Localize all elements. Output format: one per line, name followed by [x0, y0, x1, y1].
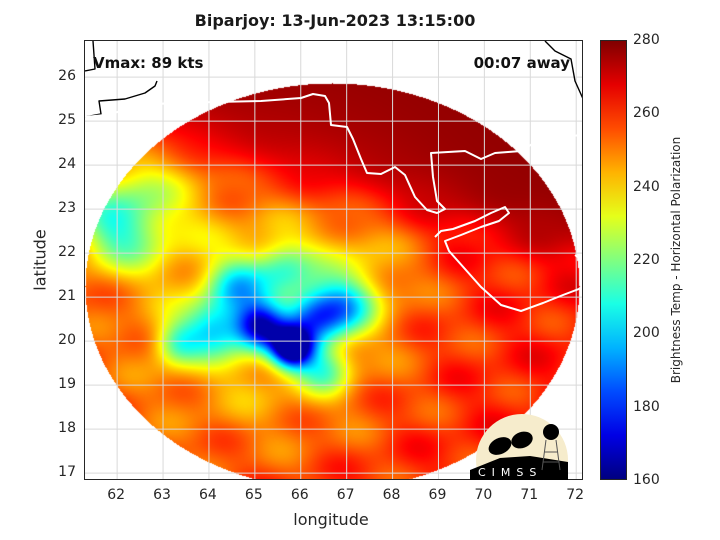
coastline-kathiawar: [434, 206, 582, 312]
colorbar-tick-label: 220: [633, 252, 660, 268]
x-tick-label: 63: [153, 487, 171, 503]
colorbar-tick-label: 280: [633, 32, 660, 48]
y-tick-label: 26: [58, 68, 76, 85]
colorbar-label: Brightness Temp - Horizontal Polarizatio…: [669, 136, 683, 384]
y-tick-label: 21: [58, 288, 76, 305]
vmax-annotation: Vmax: 89 kts: [93, 54, 204, 72]
time-offset-annotation: 00:07 away: [473, 54, 570, 72]
coastline-pakistan-gujarat: [85, 93, 582, 214]
colorbar-tick-label: 160: [633, 472, 660, 488]
x-axis-label: longitude: [293, 510, 369, 529]
x-tick-label: 69: [428, 487, 447, 503]
y-axis-label: latitude: [30, 229, 50, 291]
x-tick-label: 68: [382, 487, 401, 503]
y-tick-label: 22: [58, 244, 76, 261]
colorbar-tick-label: 180: [633, 398, 660, 415]
y-tick-label: 18: [58, 420, 76, 437]
colorbar-tick-label: 260: [633, 105, 660, 122]
x-tick-label: 65: [244, 487, 263, 503]
colorbar: [600, 40, 627, 480]
x-tick-label: 71: [520, 487, 539, 503]
x-tick-label: 64: [199, 487, 217, 503]
y-tick-label: 19: [58, 376, 76, 393]
y-tick-label: 23: [58, 200, 76, 217]
x-tick-label: 70: [474, 487, 493, 503]
map-overlay: [85, 41, 582, 479]
x-tick-label: 66: [290, 487, 309, 503]
cimss-logo: CIMSS: [470, 414, 568, 480]
colorbar-tick-label: 200: [633, 325, 660, 342]
x-tick-label: 67: [336, 487, 355, 503]
y-tick-label: 25: [58, 112, 76, 129]
y-tick-label: 24: [58, 156, 76, 173]
y-tick-label: 20: [58, 332, 76, 349]
logo-text: CIMSS: [478, 466, 542, 479]
brightness-temp-image: [85, 41, 582, 479]
colorbar-tick-label: 240: [633, 178, 660, 195]
gridlines: [85, 41, 582, 479]
chart-title: Biparjoy: 13-Jun-2023 13:15:00: [194, 11, 476, 30]
x-tick-label: 72: [566, 487, 585, 503]
plot-area: Vmax: 89 kts 00:07 away: [84, 40, 583, 480]
x-tick-label: 62: [107, 487, 126, 503]
y-tick-label: 17: [58, 464, 76, 481]
coastline-outside: [85, 41, 582, 118]
